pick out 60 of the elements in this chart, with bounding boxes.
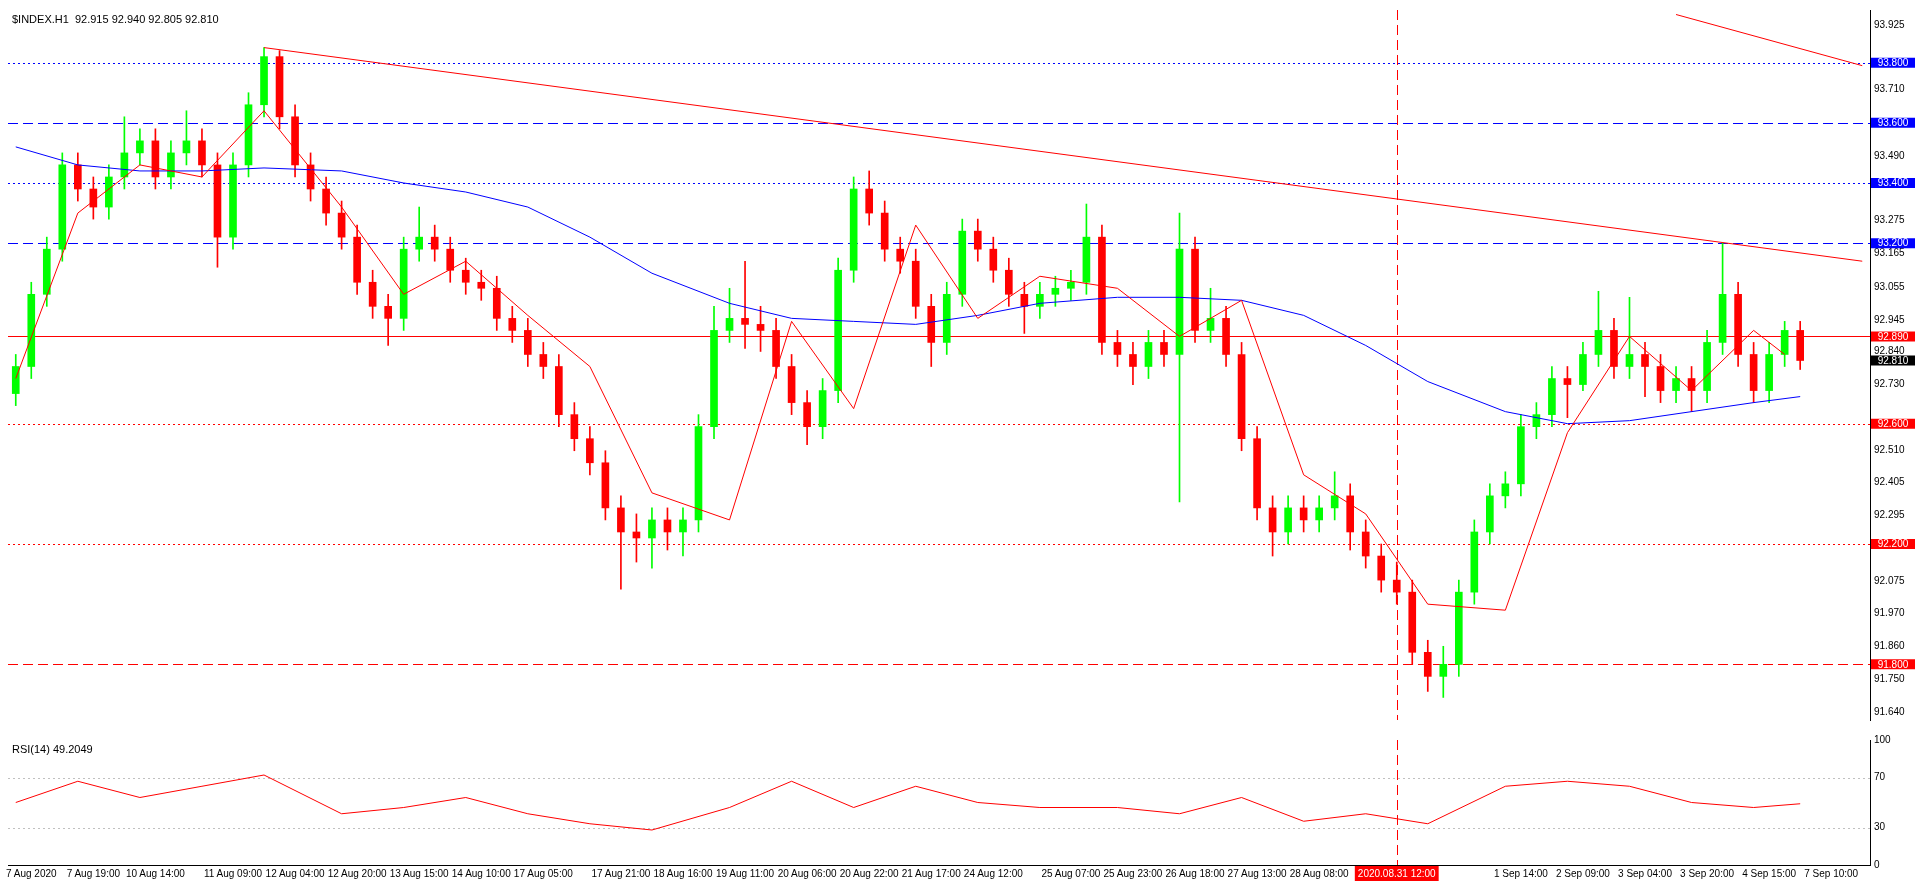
x-tick-label: 25 Aug 23:00 (1103, 867, 1163, 879)
y-tick-label: 92.840 (1874, 345, 1906, 357)
y-tick-label: 93.925 (1874, 18, 1906, 30)
x-tick-label: 17 Aug 05:00 (513, 867, 574, 879)
y-tick-label: 93.490 (1874, 149, 1906, 161)
y-tick-label: 0 (1874, 858, 1880, 870)
ref-line-label: 92.600 (1877, 417, 1909, 429)
x-tick-label: 19 Aug 11:00 (715, 867, 775, 879)
y-tick-label: 93.275 (1874, 214, 1906, 226)
x-tick-label: 1 Sep 14:00 (1493, 867, 1549, 879)
x-tick-label: 26 Aug 18:00 (1165, 867, 1225, 879)
x-tick-label: 13 Aug 15:00 (389, 867, 450, 879)
x-tick-label: 10 Aug 14:00 (125, 867, 186, 879)
x-tick-label: 21 Aug 17:00 (901, 867, 962, 879)
y-tick-label: 92.945 (1874, 313, 1906, 325)
y-tick-label: 30 (1874, 821, 1886, 833)
x-tick-label: 27 Aug 13:00 (1227, 867, 1287, 879)
x-tick-label: 2020.08.31 12:00 (1357, 867, 1437, 879)
x-tick-label: 7 Aug 19:00 (66, 867, 121, 879)
x-tick-label: 4 Sep 15:00 (1742, 867, 1797, 879)
x-tick-label: 14 Aug 10:00 (451, 867, 512, 879)
x-tick-label: 20 Aug 06:00 (777, 867, 838, 879)
text: 92.810 (1877, 354, 1909, 366)
ref-line-label: 93.400 (1877, 177, 1909, 189)
x-tick-label: 11 Aug 09:00 (203, 867, 263, 879)
ref-line-label: 93.600 (1877, 117, 1909, 129)
y-tick-label: 93.165 (1874, 247, 1906, 259)
x-tick-label: 28 Aug 08:00 (1289, 867, 1350, 879)
x-tick-label: 18 Aug 16:00 (653, 867, 713, 879)
x-tick-label: 3 Sep 20:00 (1680, 867, 1735, 879)
y-tick-label: 92.510 (1874, 444, 1906, 456)
ref-line-label: 92.200 (1877, 538, 1909, 550)
y-tick-label: 91.970 (1874, 606, 1906, 618)
ref-line-label: 93.800 (1877, 56, 1909, 68)
x-tick-label: 7 Sep 10:00 (1804, 867, 1859, 879)
y-tick-label: 92.405 (1874, 476, 1906, 488)
x-tick-label: 17 Aug 21:00 (591, 867, 651, 879)
y-tick-label: 93.055 (1874, 280, 1906, 292)
ref-line-label: 92.890 (1877, 330, 1909, 342)
y-tick-label: 91.860 (1874, 640, 1906, 652)
y-tick-label: 92.730 (1874, 378, 1906, 390)
x-tick-label: 7 Aug 2020 (5, 867, 58, 879)
y-tick-label: 93.710 (1874, 83, 1906, 95)
x-tick-label: 3 Sep 04:00 (1618, 867, 1673, 879)
y-tick-label: 91.640 (1874, 706, 1906, 718)
x-tick-label: 25 Aug 07:00 (1041, 867, 1101, 879)
x-tick-label: 2 Sep 09:00 (1555, 867, 1611, 879)
chart-title: RSI(14) 49.2049 (12, 742, 93, 755)
chart-title: $INDEX.H1 92.915 92.940 92.805 92.810 (12, 12, 219, 25)
x-tick-label: 12 Aug 04:00 (265, 867, 325, 879)
y-tick-label: 92.295 (1874, 509, 1906, 521)
y-tick-label: 91.750 (1874, 673, 1906, 685)
ref-line-label: 93.200 (1877, 237, 1909, 249)
y-tick-label: 92.075 (1874, 575, 1906, 587)
x-tick-label: 12 Aug 20:00 (327, 867, 388, 879)
x-tick-label: 24 Aug 12:00 (963, 867, 1024, 879)
ref-line-label: 91.800 (1877, 658, 1909, 670)
x-tick-label: 20 Aug 22:00 (839, 867, 900, 879)
y-tick-label: 70 (1874, 771, 1886, 783)
y-tick-label: 100 (1874, 733, 1892, 745)
